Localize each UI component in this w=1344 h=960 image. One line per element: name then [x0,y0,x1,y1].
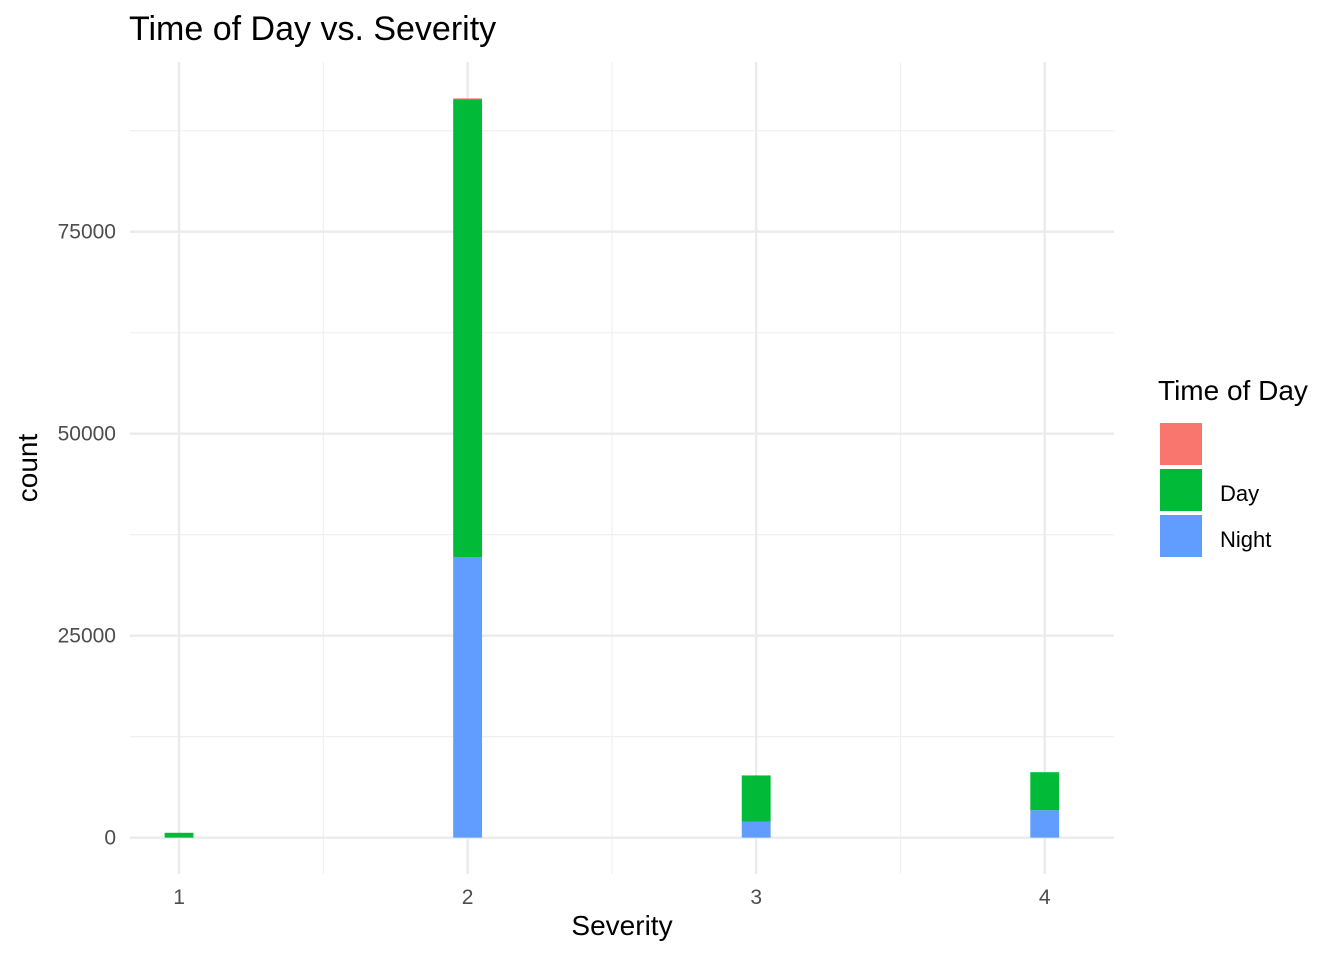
legend-item-night: Night [1160,515,1340,559]
bars [164,98,1060,838]
bar-segment-blank [453,98,483,100]
bar-segment-night [741,821,771,838]
x-axis-title: Severity [571,910,673,941]
legend-item-blank [1160,423,1340,467]
chart-title: Time of Day vs. Severity [129,10,497,48]
grid-lines [130,62,1114,874]
legend-item-day: Day [1160,469,1340,513]
y-tick-label: 25000 [58,625,116,648]
x-tick-label: 4 [1039,886,1051,909]
y-axis-title: count [12,433,43,503]
legend-label-night: Night [1220,527,1272,552]
legend-key-day [1160,469,1202,511]
legend-key-blank [1160,423,1202,465]
x-tick-label: 3 [750,886,762,909]
y-tick-label: 75000 [58,221,116,244]
bar-segment-night [453,557,483,838]
bar-segment-day [1030,772,1060,811]
x-tick-label: 1 [173,886,185,909]
bar-segment-night [1030,810,1060,838]
tick-labels: 0 25000 50000 75000 1 2 3 4 [58,221,1051,909]
legend-title: Time of Day [1158,375,1308,406]
legend-key-night [1160,515,1202,557]
x-tick-label: 2 [462,886,474,909]
legend: Time of Day Day Night [1158,375,1308,557]
legend-label-day: Day [1220,481,1260,506]
bar-segment-day [164,832,194,838]
y-tick-label: 50000 [58,423,116,446]
bar-segment-day [741,775,771,822]
y-tick-label: 0 [104,827,116,850]
bar-segment-day [453,99,483,558]
